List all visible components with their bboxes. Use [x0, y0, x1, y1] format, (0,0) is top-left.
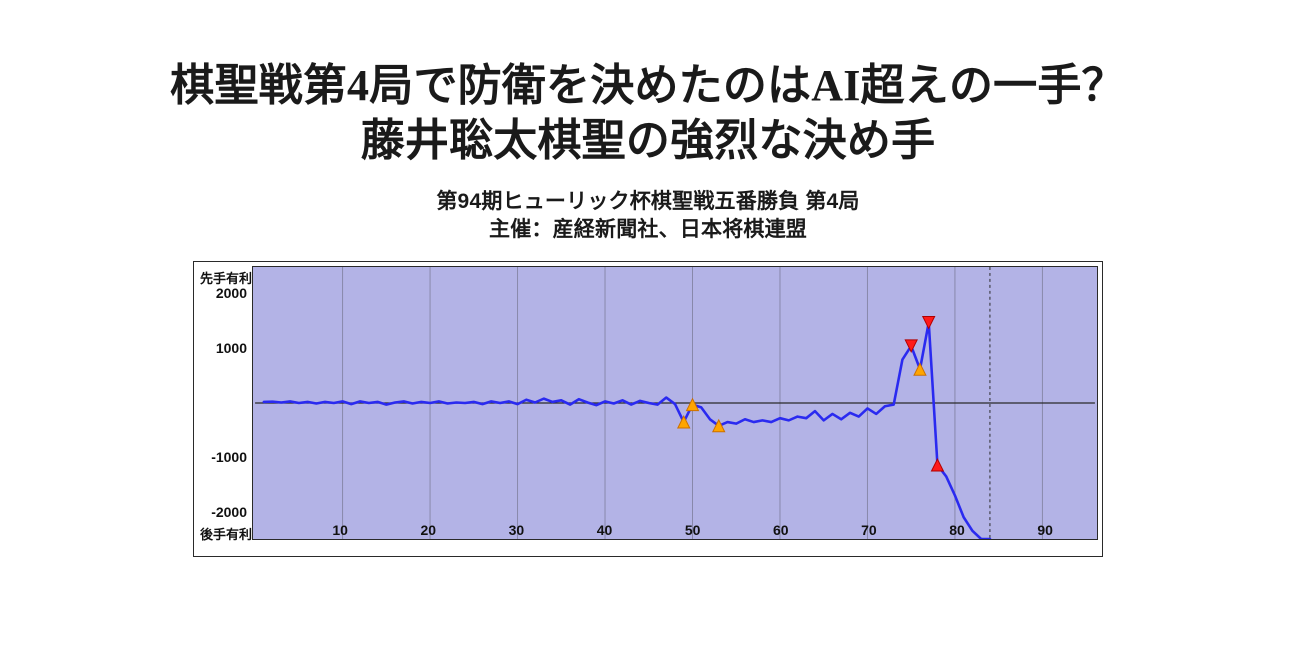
page-subtitle: 第94期ヒューリック杯棋聖戦五番勝負 第4局 主催：産経新聞社、日本将棋連盟 — [0, 188, 1296, 245]
title-line-1: 棋聖戦第4局で防衛を決めたのはAI超えの一手？ — [170, 61, 1126, 110]
x-tick-label: 60 — [773, 522, 789, 538]
y-tick-label: 1000 — [194, 340, 247, 356]
x-tick-label: 70 — [861, 522, 877, 538]
title-line-2: 藤井聡太棋聖の強烈な決め手 — [361, 116, 936, 165]
y-axis-top-label: 先手有利 — [200, 268, 252, 287]
x-tick-label: 80 — [949, 522, 965, 538]
evaluation-chart: 先手有利 後手有利 10 20 30 40 50 60 70 80 90 -2000 -1000 10… — [193, 261, 1103, 557]
chart-plot-area — [252, 266, 1098, 540]
chart-svg — [253, 267, 1097, 539]
x-tick-label: 90 — [1037, 522, 1053, 538]
x-tick-label: 40 — [597, 522, 613, 538]
y-tick-label: -2000 — [194, 504, 247, 520]
x-tick-label: 30 — [509, 522, 525, 538]
title-block: 棋聖戦第4局で防衛を決めたのはAI超えの一手？ 藤井聡太棋聖の強烈な決め手 第9… — [0, 58, 1296, 245]
page-title: 棋聖戦第4局で防衛を決めたのはAI超えの一手？ 藤井聡太棋聖の強烈な決め手 — [0, 58, 1296, 168]
subtitle-line-2: 主催：産経新聞社、日本将棋連盟 — [489, 218, 807, 241]
x-tick-label: 50 — [685, 522, 701, 538]
y-tick-label: 2000 — [194, 285, 247, 301]
subtitle-line-1: 第94期ヒューリック杯棋聖戦五番勝負 第4局 — [436, 190, 859, 213]
y-tick-label: -1000 — [194, 449, 247, 465]
y-axis-bottom-label: 後手有利 — [200, 524, 252, 543]
page-root: 棋聖戦第4局で防衛を決めたのはAI超えの一手？ 藤井聡太棋聖の強烈な決め手 第9… — [0, 0, 1296, 647]
chart-frame: 先手有利 後手有利 10 20 30 40 50 60 70 80 90 -2000 -1000 10… — [193, 261, 1103, 557]
x-tick-label: 20 — [420, 522, 436, 538]
x-tick-label: 10 — [332, 522, 348, 538]
